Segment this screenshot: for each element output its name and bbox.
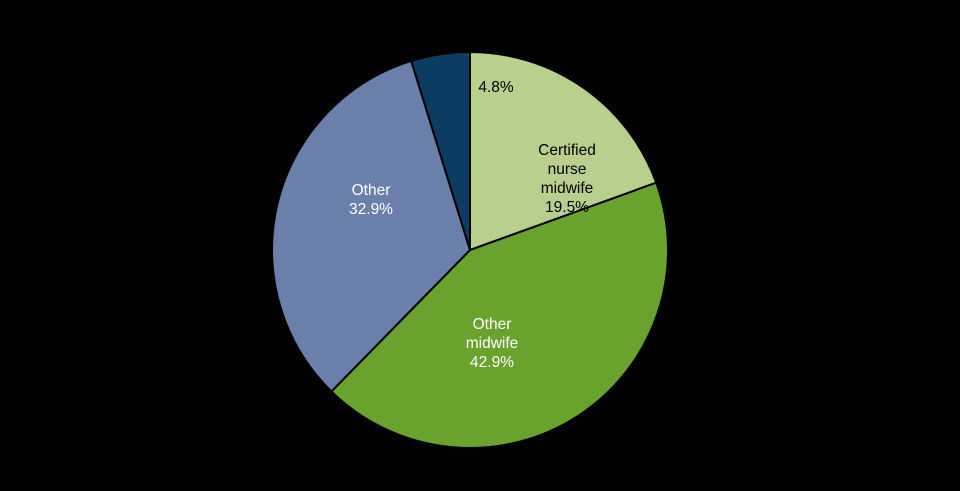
pie-slice-other xyxy=(271,59,471,393)
pie-label-4-8: 4.8% xyxy=(478,79,514,96)
pie-slice-other-midwife xyxy=(330,181,669,449)
pie-slice-4-8 xyxy=(410,51,471,251)
pie-label-other: Other 32.9% xyxy=(349,182,393,218)
pie-label-certified-nurse-midwife: Certified nurse midwife 19.5% xyxy=(538,142,596,216)
pie-label-other-midwife: Other midwife 42.9% xyxy=(466,316,519,371)
pie-slice-certified-nurse-midwife xyxy=(469,51,658,251)
